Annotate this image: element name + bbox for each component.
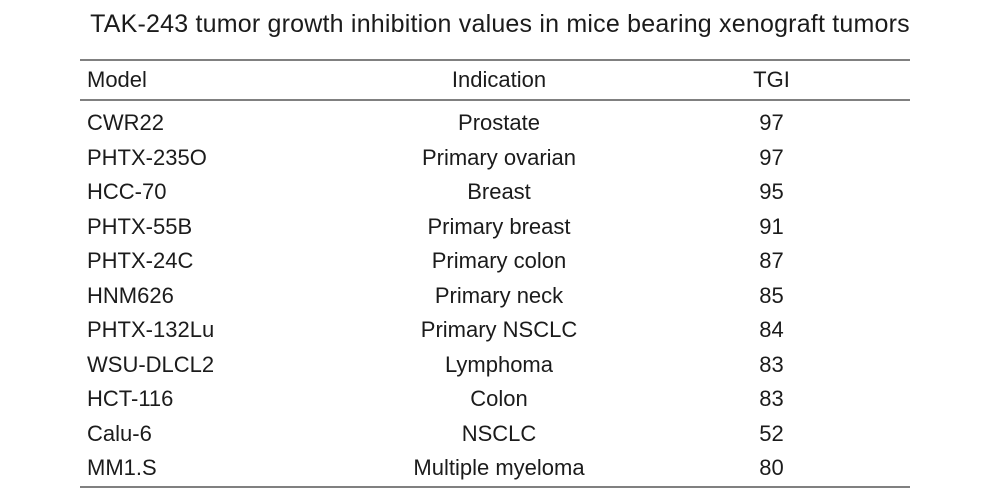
model-cell: WSU-DLCL2 xyxy=(87,351,215,377)
table-body: CWR22 Prostate 97 PHTX-235O Primary ovar… xyxy=(80,100,910,488)
table-header: Model Indication TGI xyxy=(80,59,910,101)
indication-cell: Lymphoma xyxy=(444,351,553,377)
indication-cell: Primary NSCLC xyxy=(420,317,578,343)
tgi-cell: 85 xyxy=(759,282,784,308)
model-cell: HNM626 xyxy=(87,282,174,308)
model-cell: PHTX-55B xyxy=(87,213,193,239)
model-cell: PHTX-132Lu xyxy=(87,317,215,343)
table-row: Calu-6 NSCLC 52 xyxy=(80,417,910,452)
table-row: PHTX-132Lu Primary NSCLC 84 xyxy=(80,313,910,348)
model-cell: Calu-6 xyxy=(87,420,152,446)
model-cell: PHTX-24C xyxy=(87,248,194,274)
tgi-cell: 83 xyxy=(759,386,784,412)
indication-cell: Breast xyxy=(467,179,531,205)
indication-cell: Primary neck xyxy=(434,282,564,308)
tgi-cell: 52 xyxy=(759,420,784,446)
table-row: MM1.S Multiple myeloma 80 xyxy=(80,451,910,488)
figure-title: TAK-243 tumor growth inhibition values i… xyxy=(90,10,910,38)
indication-cell: Primary colon xyxy=(431,248,567,274)
table-row: HNM626 Primary neck 85 xyxy=(80,279,910,314)
col-header-model: Model xyxy=(80,59,365,101)
indication-cell: Prostate xyxy=(458,110,540,136)
tgi-cell: 95 xyxy=(759,179,784,205)
tgi-cell: 97 xyxy=(759,144,784,170)
table-row: PHTX-235O Primary ovarian 97 xyxy=(80,141,910,176)
table-row: WSU-DLCL2 Lymphoma 83 xyxy=(80,348,910,383)
header-row: Model Indication TGI xyxy=(80,59,910,101)
model-cell: HCT-116 xyxy=(87,386,174,412)
tgi-cell: 87 xyxy=(759,248,784,274)
model-cell: MM1.S xyxy=(80,451,365,488)
indication-cell: Colon xyxy=(470,386,528,412)
indication-cell: Primary ovarian xyxy=(421,144,577,170)
model-cell: CWR22 xyxy=(87,110,165,136)
indication-cell: NSCLC xyxy=(461,420,537,446)
indication-cell: Multiple myeloma xyxy=(365,451,633,488)
table-row: HCT-116 Colon 83 xyxy=(80,382,910,417)
model-cell: HCC-70 xyxy=(87,179,167,205)
table-row: PHTX-55B Primary breast 91 xyxy=(80,210,910,245)
col-header-indication: Indication xyxy=(365,59,633,101)
tgi-cell: 83 xyxy=(759,351,784,377)
tgi-table: Model Indication TGI CWR22 Prostate 97 P… xyxy=(80,59,910,488)
tgi-cell: 80 xyxy=(633,451,910,488)
table-row: CWR22 Prostate 97 xyxy=(80,100,910,141)
tgi-cell: 97 xyxy=(759,110,784,136)
table-row: PHTX-24C Primary colon 87 xyxy=(80,244,910,279)
tgi-cell: 84 xyxy=(759,317,784,343)
model-cell: PHTX-235O xyxy=(87,144,207,170)
indication-cell: Primary breast xyxy=(427,213,571,239)
col-header-tgi: TGI xyxy=(633,59,910,101)
tgi-cell: 91 xyxy=(759,213,784,239)
table-row: HCC-70 Breast 95 xyxy=(80,175,910,210)
